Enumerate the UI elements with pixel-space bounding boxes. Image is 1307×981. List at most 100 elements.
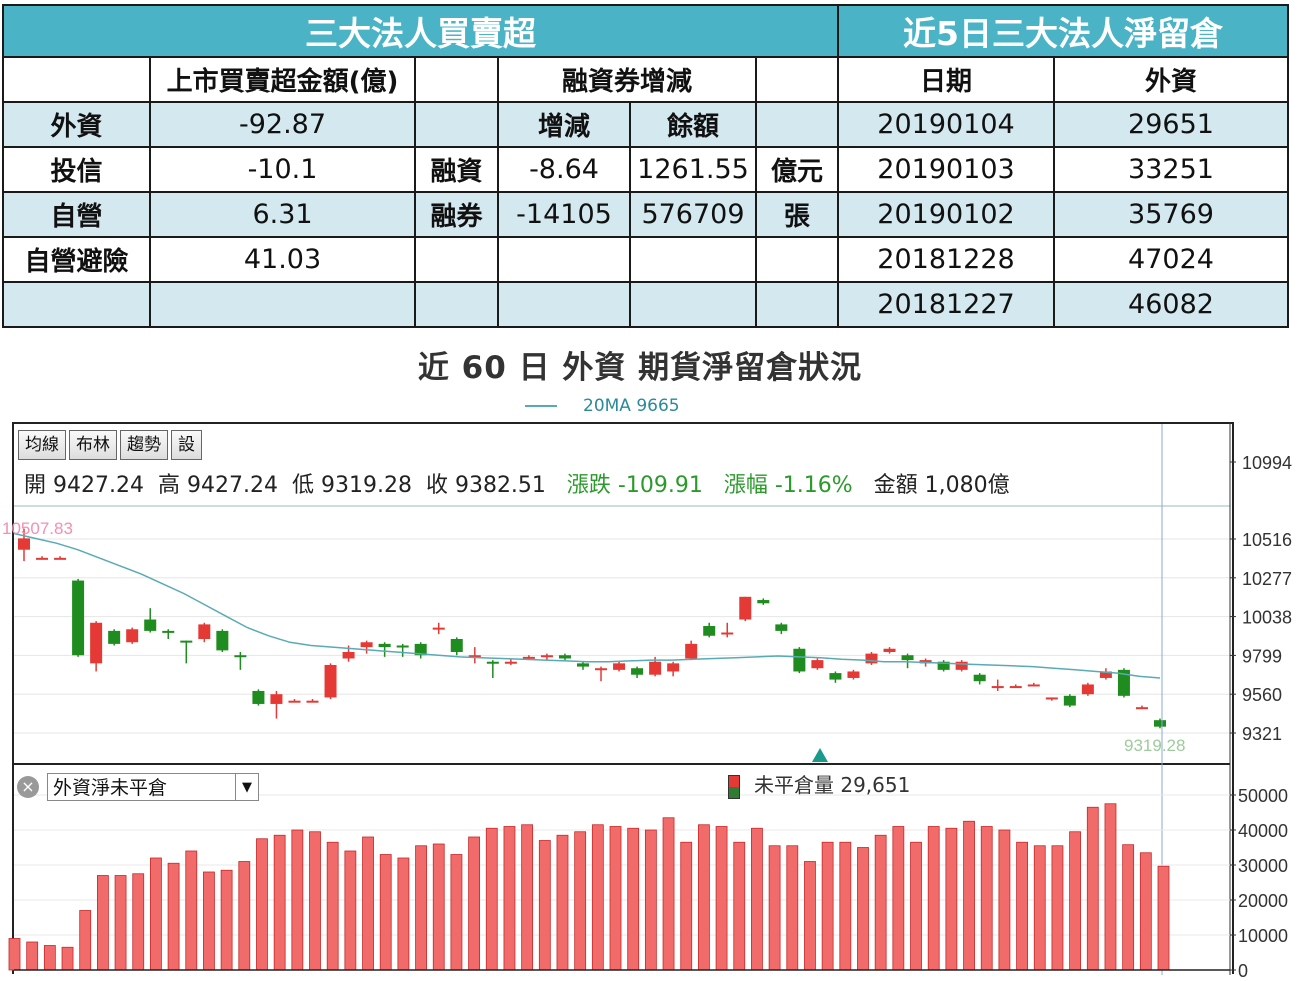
chart-panel	[12, 422, 1234, 974]
y-tick-label: 10277	[1242, 569, 1292, 589]
candle-body	[973, 674, 986, 682]
candle-body	[18, 538, 30, 550]
margin-unit: 億元	[755, 146, 839, 193]
oi-bar	[291, 829, 304, 971]
open-value: 開 9427.24	[24, 473, 144, 498]
close-value: 收 9382.51	[425, 473, 546, 498]
oi-bar	[698, 824, 710, 971]
oi-bar	[1033, 845, 1046, 971]
oi-bar	[185, 850, 198, 971]
oi-bar	[556, 834, 569, 971]
bollinger-button[interactable]: 布林	[69, 430, 117, 460]
legend-swatch-icon	[728, 774, 740, 799]
y-tick-label: 30000	[1238, 856, 1288, 876]
oi-bar	[1086, 806, 1099, 971]
oi-bar	[680, 841, 693, 971]
oi-bar	[326, 841, 339, 971]
oi-bar	[874, 834, 887, 971]
amount-value: 金額 1,080億	[873, 473, 1010, 498]
oi-bar	[609, 826, 622, 971]
oi-bar	[256, 838, 268, 971]
margin-change: -8.64	[497, 146, 631, 193]
oi-bar	[821, 841, 834, 971]
ma-button[interactable]: 均線	[18, 430, 66, 460]
oi-bar	[945, 827, 958, 971]
oi-bar	[804, 861, 816, 971]
low-value: 低 9319.28	[291, 473, 412, 498]
oi-bar	[538, 840, 551, 971]
oi-bar	[415, 845, 427, 971]
chevron-down-icon[interactable]: ▼	[235, 774, 258, 800]
candle-body	[811, 660, 824, 669]
y-tick-label: 9799	[1242, 646, 1282, 666]
candle-body	[685, 643, 698, 659]
oi-bar	[379, 854, 392, 971]
candle-body	[558, 655, 571, 659]
oi-bar	[733, 841, 746, 971]
chart-title: 近 60 日 外資 期貨淨留倉狀況	[417, 350, 863, 386]
chart-toolbar: 均線 布林 趨勢 設	[18, 430, 202, 460]
candle-body	[234, 655, 247, 658]
candle-body	[1154, 720, 1166, 727]
candle-body	[432, 627, 445, 630]
oi-bar	[715, 826, 728, 971]
candle-body	[252, 690, 265, 704]
candle-body	[504, 661, 517, 664]
settings-button[interactable]: 設	[171, 430, 202, 460]
candle-body	[595, 668, 608, 671]
candle-body	[793, 648, 806, 672]
sub-balance-header: 餘額	[629, 101, 757, 148]
candle-body	[955, 661, 968, 670]
candle-body	[360, 642, 373, 648]
open-interest-label: 未平倉量 29,651	[754, 773, 911, 797]
candle-body	[1009, 686, 1022, 689]
candle-body	[757, 600, 770, 604]
oi-bar	[927, 826, 940, 971]
candle-body	[1063, 695, 1076, 706]
ma-legend-line-icon	[525, 405, 557, 407]
col-margin-header: 融資券增減	[497, 56, 757, 103]
series-select[interactable]: 外資淨未平倉 ▼	[47, 773, 259, 801]
candle-body	[829, 673, 842, 680]
oi-bar	[309, 831, 321, 971]
candle-body	[613, 663, 626, 670]
oi-bar	[998, 829, 1011, 971]
y-tick-label: 9560	[1242, 685, 1282, 705]
trend-button[interactable]: 趨勢	[120, 430, 168, 460]
oi-bar	[574, 831, 587, 971]
ma-legend-label: 20MA 9665	[583, 396, 680, 416]
close-icon[interactable]: ×	[17, 776, 39, 798]
candle-body	[36, 557, 49, 560]
oi-bar	[521, 824, 534, 971]
candle-body	[847, 671, 860, 678]
candle-body	[1045, 697, 1058, 700]
row-label: 自營	[2, 191, 151, 238]
col-foreign-header: 外資	[1053, 56, 1289, 103]
pos-foreign: 47024	[1053, 236, 1289, 283]
percent-value: 漲幅 -1.16%	[723, 473, 853, 498]
oi-bar	[627, 827, 640, 971]
candle-body	[144, 619, 157, 631]
ma-line	[13, 532, 1161, 679]
pos-date: 20181227	[837, 281, 1055, 328]
oi-bar	[167, 862, 180, 971]
pos-foreign: 33251	[1053, 146, 1289, 193]
oi-bar	[786, 845, 799, 971]
oi-bar	[344, 850, 357, 971]
ohlc-readout: 開 9427.24 高 9427.24 低 9319.28 收 9382.51 …	[24, 467, 1010, 499]
candle-body	[649, 661, 662, 675]
oi-bar	[963, 820, 975, 971]
series-select-value: 外資淨未平倉	[53, 777, 168, 799]
candle-body	[450, 639, 463, 652]
oi-bar	[591, 824, 604, 971]
margin-change: -14105	[497, 191, 631, 238]
candle-body	[54, 557, 67, 560]
change-value: 漲跌 -109.91	[566, 473, 703, 498]
oi-bar	[1157, 865, 1170, 971]
candle-body	[576, 663, 589, 667]
oi-bar	[450, 854, 463, 971]
candle-body	[667, 663, 680, 672]
col-date-header: 日期	[837, 56, 1055, 103]
candle-body	[90, 622, 103, 664]
margin-unit: 張	[755, 191, 839, 238]
